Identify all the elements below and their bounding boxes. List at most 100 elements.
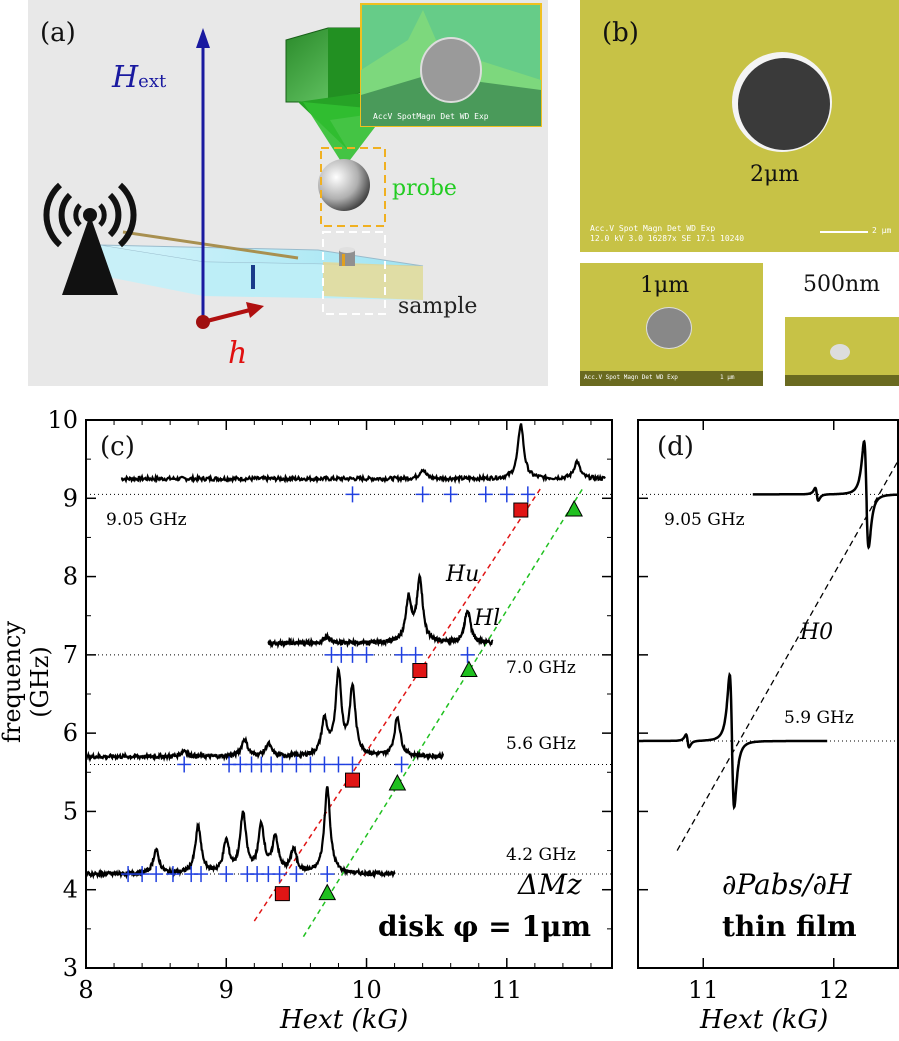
- panel-label-a: (a): [40, 18, 76, 48]
- y-tick-label: 4: [63, 876, 78, 904]
- sem-image-2um: (b) 2μm Acc.V Spot Magn Det WD Exp 12.0 …: [580, 0, 899, 252]
- x-axis-label-c: Hext (kG): [280, 1005, 409, 1035]
- sem-1um-caption-strip: [580, 371, 763, 386]
- derivative-trace: [638, 671, 828, 811]
- sem-image-1um: 1μm Acc.V Spot Magn Det WD Exp 1 μm: [580, 263, 763, 386]
- h0-line: [676, 458, 899, 851]
- hext-arrow: [196, 28, 210, 322]
- size-label-500nm: 500nm: [803, 272, 881, 297]
- derivative-trace: [752, 439, 899, 550]
- ref-label-c-4.2: 4.2 GHz: [506, 845, 576, 865]
- y-tick-label: 9: [63, 484, 78, 512]
- mode-cross-marker: [359, 646, 374, 663]
- mode-cross-marker: [275, 756, 290, 773]
- mode-cross-marker: [177, 756, 192, 773]
- mode-cross-marker: [289, 756, 304, 773]
- annotation-disk: disk φ = 1μm: [378, 910, 592, 943]
- mode-cross-marker: [345, 756, 360, 773]
- mode-cross-marker: [394, 756, 409, 773]
- y-tick-label: 5: [63, 797, 78, 825]
- disk-500nm: [830, 344, 850, 360]
- triangle-marker: [565, 499, 583, 517]
- rf-field-arrow: [196, 302, 264, 329]
- sem-1um-caption: Acc.V Spot Magn Det WD Exp: [584, 374, 678, 381]
- x-tick-label: 8: [78, 976, 93, 1004]
- mode-cross-marker: [149, 866, 164, 883]
- spectrum-trace: [120, 423, 606, 485]
- mode-cross-marker: [443, 486, 458, 503]
- label-hl: Hl: [474, 606, 501, 631]
- annotation-delta-mz: ΔMz: [518, 868, 582, 901]
- y-tick-label: 3: [63, 954, 78, 982]
- panel-a-schematic: AccV SpotMagn Det WD Exp (a) Hext h prob…: [28, 0, 548, 386]
- label-hu: Hu: [446, 562, 480, 587]
- mode-cross-marker: [478, 486, 493, 503]
- sem-image-500nm: [785, 317, 899, 386]
- y-tick-label: 10: [47, 406, 78, 434]
- spectrum-trace: [267, 572, 494, 650]
- label-h0: H0: [800, 620, 834, 645]
- mode-cross-marker: [460, 646, 475, 663]
- scale-bar: [820, 231, 868, 233]
- mode-cross-marker: [135, 866, 150, 883]
- mode-cross-marker: [272, 866, 287, 883]
- antenna-icon: [43, 182, 137, 295]
- ref-label-c-7.0: 7.0 GHz: [506, 658, 576, 678]
- panel-label-c: (c): [100, 432, 135, 462]
- hext-label: Hext: [112, 60, 167, 95]
- probe-sphere-icon: [318, 159, 370, 211]
- spectrum-trace: [85, 786, 396, 880]
- mode-cross-marker: [194, 866, 209, 883]
- x-axis-label-d: Hext (kG): [700, 1005, 829, 1035]
- ref-label-d-5.9: 5.9 GHz: [784, 708, 854, 728]
- disk-2um: [738, 58, 830, 150]
- size-label-1um: 1μm: [640, 273, 690, 298]
- sem-1um-scale: 1 μm: [720, 374, 735, 381]
- mode-cross-marker: [345, 486, 360, 503]
- triangle-marker: [318, 883, 337, 901]
- plot-d: 11 12: [637, 419, 899, 1004]
- mode-cross-marker: [303, 756, 318, 773]
- mode-cross-marker: [408, 646, 423, 663]
- annotation-thin-film: thin film: [722, 910, 857, 943]
- panel-label-d: (d): [657, 432, 694, 462]
- triangle-marker: [460, 660, 478, 678]
- square-marker: [274, 886, 290, 902]
- rf-field-label: h: [228, 336, 248, 371]
- mode-cross-marker: [345, 646, 360, 663]
- x-tick-label: 10: [351, 976, 382, 1004]
- mode-cross-marker: [219, 866, 234, 883]
- ref-label-c-5.6: 5.6 GHz: [506, 734, 576, 754]
- sem-caption-1: Acc.V Spot Magn Det WD Exp: [590, 224, 716, 233]
- mode-cross-marker: [289, 866, 304, 883]
- scale-bar-label: 2 μm: [872, 226, 892, 235]
- y-tick-label: 7: [63, 641, 78, 669]
- x-tick-label: 11: [688, 976, 719, 1004]
- y-tick-label: 6: [63, 719, 78, 747]
- mode-cross-marker: [317, 756, 332, 773]
- sample-disk-icon: [339, 247, 355, 266]
- hl-line: [302, 486, 585, 938]
- probe-highlight-box: [320, 147, 386, 227]
- sem-500nm-caption-strip: [785, 375, 899, 386]
- sample-highlight-box: [322, 231, 386, 315]
- sem-caption-2: 12.0 kV 3.0 16287x SE 17.1 10240: [590, 234, 745, 243]
- square-marker: [513, 502, 529, 518]
- mode-cross-marker: [331, 756, 346, 773]
- plot-c: 3 4 5 6 7 8 9 10 8 9 10 11: [47, 406, 613, 1004]
- annotation-dpdh: ∂Pabs/∂H: [722, 868, 852, 901]
- mode-cross-marker: [394, 646, 409, 663]
- mode-cross-marker: [520, 486, 535, 503]
- ref-label-d-9.05: 9.05 GHz: [664, 510, 745, 530]
- size-label-2um: 2μm: [750, 162, 800, 187]
- square-marker: [412, 663, 428, 679]
- mode-cross-marker: [165, 866, 180, 883]
- sample-label: sample: [398, 294, 478, 319]
- x-tick-label: 11: [492, 976, 523, 1004]
- square-marker: [345, 772, 361, 788]
- y-axis-label: frequency (GHz): [0, 620, 54, 744]
- panel-label-b: (b): [602, 18, 639, 48]
- probe-sem-inset: AccV SpotMagn Det WD Exp: [360, 3, 542, 127]
- mode-cross-marker: [415, 486, 430, 503]
